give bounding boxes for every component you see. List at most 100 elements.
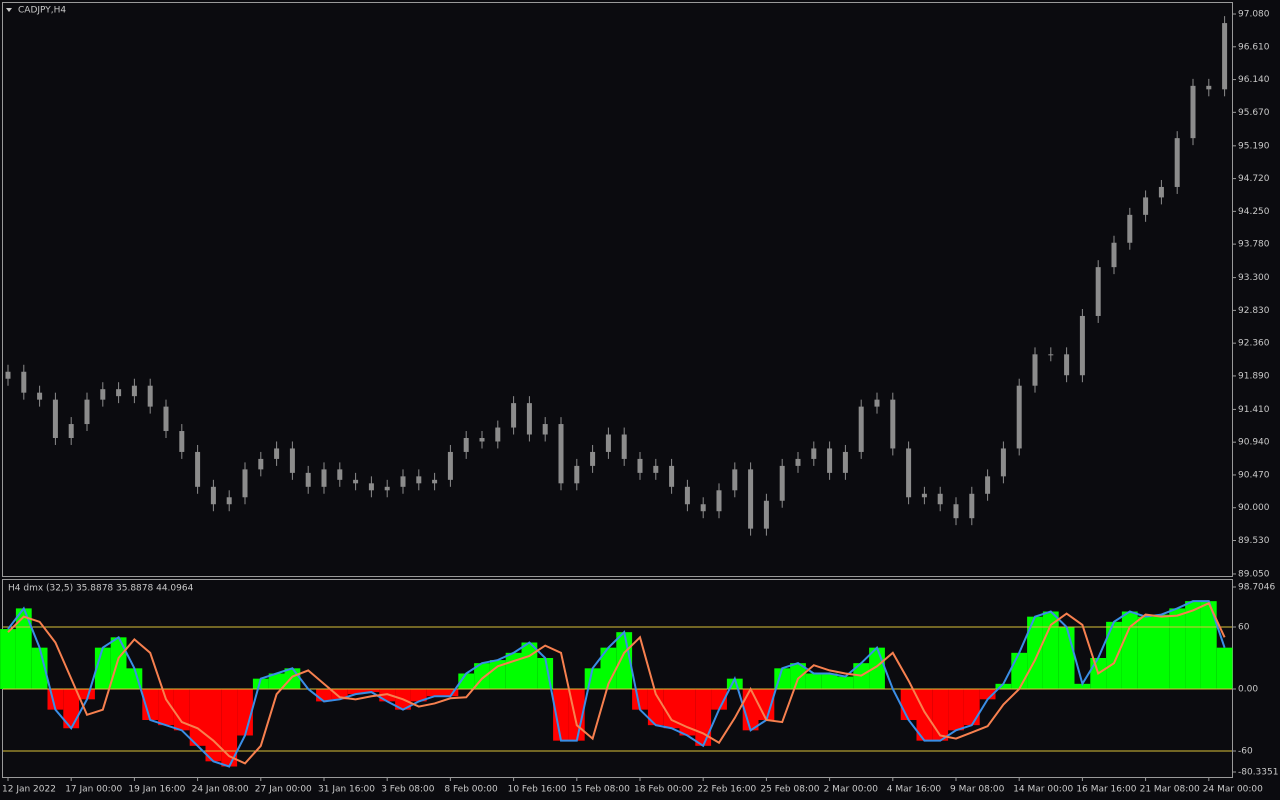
candle-body: [985, 476, 991, 494]
y-tick-label: 93.300: [1238, 273, 1270, 283]
histogram-bar: [31, 647, 48, 689]
y-tick-label: 98.7046: [1238, 583, 1275, 593]
histogram-bar: [79, 688, 95, 700]
menu-arrow[interactable]: [6, 8, 12, 12]
histogram-bar: [252, 678, 269, 689]
candle-body: [811, 448, 817, 459]
histogram-bar: [679, 688, 696, 736]
candle-body: [195, 451, 201, 487]
histogram-bar: [173, 688, 190, 731]
y-tick-label: 89.530: [1238, 536, 1270, 546]
y-tick-label: 93.780: [1238, 240, 1270, 250]
x-tick-label: 10 Feb 16:00: [508, 785, 567, 795]
candle-body: [890, 399, 896, 449]
candle-body: [937, 493, 943, 505]
candle-body: [1064, 354, 1070, 376]
histogram-bar: [284, 668, 301, 689]
x-tick-label: 15 Feb 08:00: [571, 785, 630, 795]
candle-body: [1206, 85, 1212, 90]
histogram-bar: [647, 688, 664, 726]
x-tick-label: 19 Jan 16:00: [128, 785, 185, 795]
candle-body: [337, 469, 343, 480]
histogram-bar: [948, 688, 964, 731]
candle-body: [795, 458, 801, 466]
histogram-bar: [1074, 683, 1091, 689]
candle-body: [68, 424, 74, 438]
histogram-bar: [110, 637, 127, 689]
y-tick-label: 94.720: [1238, 174, 1270, 184]
histogram-bar: [1058, 626, 1075, 689]
candle-body: [400, 476, 406, 487]
candle-body: [258, 458, 264, 470]
histogram-bar: [726, 678, 743, 689]
histogram-bar: [142, 688, 159, 720]
candle-body: [842, 451, 848, 473]
histogram-bar: [1153, 614, 1170, 689]
indicator-line: [7, 601, 1226, 765]
x-tick-label: 4 Mar 16:00: [887, 785, 942, 795]
histogram-bar: [1169, 608, 1186, 689]
histogram-bar: [1137, 616, 1154, 689]
histogram-bar: [0, 629, 16, 689]
candle-body: [1016, 385, 1022, 449]
x-tick-label: 3 Feb 08:00: [381, 785, 435, 795]
histogram-bar: [331, 688, 348, 700]
candle-body: [5, 371, 11, 379]
candle-body: [653, 465, 659, 473]
y-tick-label: -60: [1238, 746, 1253, 756]
y-tick-label: 89.050: [1238, 569, 1270, 579]
candle-body: [1095, 267, 1101, 316]
y-tick-label: 0.00: [1238, 684, 1258, 694]
histogram-bar: [837, 676, 854, 689]
candle-body: [368, 483, 374, 491]
candle-body: [558, 424, 564, 484]
x-tick-label: 17 Jan 00:00: [65, 785, 122, 795]
x-tick-label: 12 Jan 2022: [2, 785, 56, 795]
candle-body: [574, 465, 580, 484]
histogram-bar: [221, 688, 238, 767]
candle-body: [605, 434, 611, 452]
candle-body: [763, 500, 769, 529]
histogram-bar: [1216, 647, 1233, 689]
y-tick-label: 92.830: [1238, 306, 1270, 316]
histogram-bar: [158, 688, 174, 726]
candle-body: [21, 371, 27, 393]
candle-body: [1111, 242, 1117, 268]
histogram-bar: [1185, 601, 1201, 689]
histogram-bar: [268, 673, 285, 689]
price-panel: [2, 2, 1233, 577]
y-tick-label: 94.250: [1238, 207, 1270, 217]
y-tick-label: 91.410: [1238, 405, 1270, 415]
histogram-bar: [458, 673, 475, 689]
histogram-bar: [600, 647, 617, 689]
candle-body: [511, 403, 517, 428]
candle-body: [1174, 138, 1180, 187]
candle-body: [700, 504, 706, 512]
candle-body: [1222, 23, 1228, 90]
candle-body: [748, 469, 754, 529]
candle-body: [384, 486, 390, 491]
candle-body: [906, 448, 912, 498]
y-tick-label: 97.080: [1238, 10, 1270, 20]
histogram-bar: [663, 688, 680, 729]
histogram-bar: [521, 642, 538, 689]
candle-body: [37, 392, 43, 400]
x-tick-label: 8 Feb 00:00: [444, 785, 498, 795]
candle-body: [1158, 186, 1164, 198]
histogram-bar: [995, 683, 1012, 689]
candle-body: [321, 469, 327, 487]
histogram-bar: [932, 688, 949, 741]
candle-body: [226, 497, 232, 505]
x-tick-label: 2 Mar 00:00: [824, 785, 879, 795]
y-tick-label: 91.890: [1238, 371, 1270, 381]
candle-body: [827, 448, 833, 473]
x-tick-label: 9 Mar 08:00: [950, 785, 1005, 795]
histogram-bar: [1011, 652, 1028, 689]
indicator-title: H4 dmx (32,5) 35.8878 35.8878 44.0964: [8, 584, 194, 594]
candle-body: [416, 476, 422, 484]
x-tick-label: 24 Mar 00:00: [1203, 785, 1263, 795]
candle-body: [858, 406, 864, 452]
histogram-bar: [347, 688, 364, 695]
